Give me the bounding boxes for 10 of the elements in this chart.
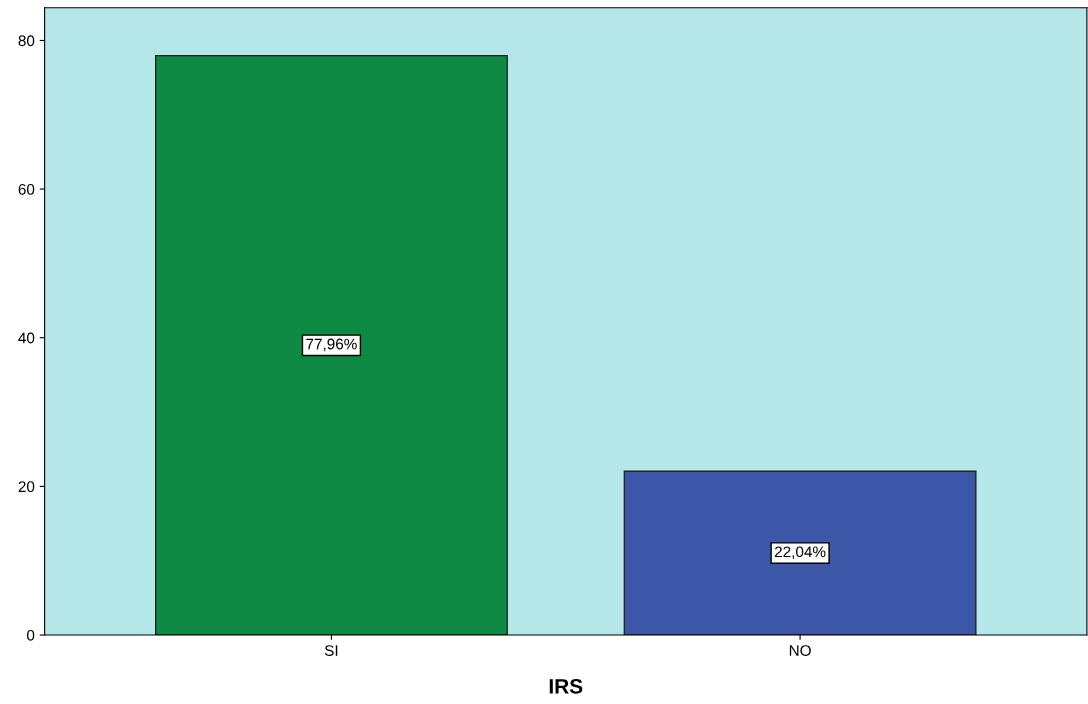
y-tick-label: 60 xyxy=(18,183,35,195)
y-tick-label: 80 xyxy=(18,35,35,47)
y-tick-label: 40 xyxy=(18,332,35,344)
data-label: 22,04% xyxy=(774,546,826,560)
y-tick-label: 20 xyxy=(18,481,35,493)
y-tick-label: 0 xyxy=(26,629,35,641)
x-axis-title: IRS xyxy=(549,678,583,694)
data-label: 77,96% xyxy=(306,338,357,352)
x-tick-label: NO xyxy=(789,645,811,656)
x-tick-label: SI xyxy=(324,645,338,656)
